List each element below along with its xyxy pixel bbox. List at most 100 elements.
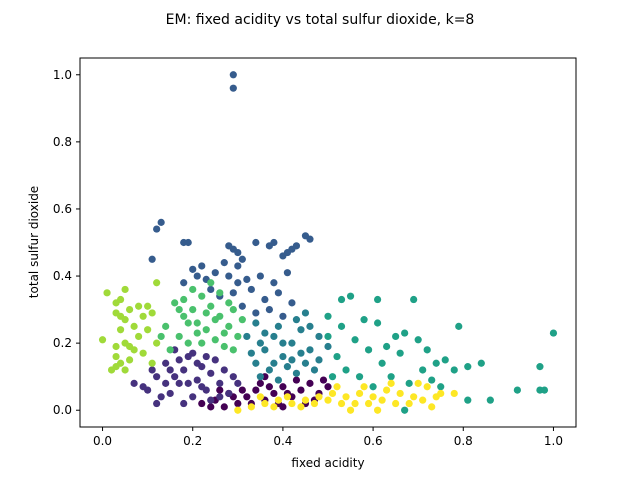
- cluster-6-point-23: [135, 332, 143, 341]
- cluster-4-point-0: [324, 312, 332, 320]
- cluster-7-point-31: [333, 383, 341, 391]
- cluster-2-point-20: [279, 252, 287, 260]
- cluster-7-point-20: [310, 399, 319, 408]
- cluster-4-point-22: [549, 329, 558, 337]
- cluster-2-point-9: [234, 248, 242, 257]
- cluster-4-point-11: [441, 356, 449, 364]
- cluster-7-point-1: [261, 399, 269, 408]
- cluster-7-point-15: [450, 389, 458, 398]
- cluster-3-point-7: [315, 332, 323, 341]
- cluster-3-point-17: [292, 316, 301, 324]
- cluster-7-point-5: [315, 393, 323, 401]
- cluster-1-point-12: [207, 369, 215, 377]
- cluster-3-point-9: [265, 366, 273, 374]
- cluster-1-point-22: [198, 383, 206, 391]
- cluster-1-point-3: [166, 389, 174, 398]
- cluster-1-point-21: [189, 349, 197, 357]
- cluster-6-point-4: [121, 285, 129, 294]
- cluster-3-point-28: [243, 332, 251, 341]
- cluster-0-point-14: [220, 403, 228, 411]
- cluster-0-point-27: [319, 376, 328, 384]
- cluster-1-point-15: [220, 366, 228, 374]
- cluster-6-point-25: [130, 346, 138, 354]
- cluster-0-point-10: [297, 386, 305, 394]
- cluster-4-point-5: [374, 319, 382, 327]
- cluster-3-point-14: [310, 366, 319, 374]
- cluster-3-point-22: [315, 356, 323, 364]
- x-tick-label: 0.2: [183, 434, 202, 448]
- cluster-7-point-18: [283, 393, 292, 401]
- cluster-2-point-43: [207, 285, 215, 294]
- cluster-5-point-5: [189, 305, 197, 314]
- cluster-7-point-3: [288, 399, 296, 408]
- cluster-7-point-36: [374, 406, 382, 414]
- cluster-6-series: [98, 279, 161, 374]
- cluster-5-point-20: [189, 285, 197, 294]
- cluster-5-point-6: [193, 319, 201, 327]
- cluster-2-point-34: [247, 285, 255, 294]
- cluster-3-point-13: [301, 359, 310, 367]
- cluster-6-point-12: [144, 302, 152, 310]
- cluster-6-point-21: [121, 366, 129, 374]
- cluster-0-point-15: [238, 386, 246, 394]
- cluster-4-point-27: [378, 359, 386, 367]
- cluster-2-point-23: [193, 272, 201, 280]
- cluster-2-point-1: [229, 84, 237, 92]
- cluster-1-point-30: [162, 379, 170, 387]
- cluster-4-point-12: [450, 366, 458, 374]
- cluster-3-point-15: [247, 349, 255, 357]
- cluster-5-point-19: [216, 289, 224, 297]
- cluster-2-point-29: [243, 275, 251, 283]
- cluster-2-point-44: [234, 262, 242, 270]
- x-axis: 0.0 0.2 0.4 0.6 0.8 1.0: [93, 427, 563, 448]
- cluster-7-point-32: [360, 383, 368, 391]
- cluster-0-point-3: [234, 399, 242, 408]
- cluster-4-point-36: [383, 342, 391, 351]
- cluster-3-point-23: [324, 342, 332, 351]
- cluster-1-point-2: [162, 359, 170, 367]
- cluster-4-point-33: [342, 366, 350, 374]
- cluster-4-point-30: [419, 366, 427, 374]
- y-axis-label: total sulfur dioxide: [27, 186, 41, 298]
- cluster-3-point-24: [306, 322, 314, 330]
- cluster-7-point-0: [247, 403, 255, 411]
- cluster-2-point-14: [270, 238, 278, 247]
- cluster-4-point-41: [328, 373, 337, 381]
- cluster-7-point-12: [410, 393, 418, 401]
- cluster-7-point-29: [432, 393, 440, 401]
- cluster-0-point-5: [252, 386, 260, 394]
- cluster-4-point-9: [423, 346, 431, 354]
- cluster-5-point-18: [207, 279, 215, 287]
- cluster-5-point-26: [225, 299, 233, 307]
- cluster-3-point-25: [256, 339, 264, 347]
- cluster-2-point-3: [157, 218, 165, 226]
- cluster-1-point-19: [166, 366, 174, 374]
- cluster-5-point-2: [175, 332, 183, 341]
- cluster-7-point-9: [369, 393, 377, 401]
- cluster-5-point-12: [220, 342, 228, 351]
- cluster-4-point-24: [410, 295, 418, 304]
- cluster-7-point-16: [256, 393, 264, 401]
- cluster-3-point-16: [274, 322, 282, 330]
- cluster-2-point-21: [189, 265, 197, 273]
- cluster-3-point-26: [288, 356, 296, 364]
- y-tick-label: 0.8: [53, 135, 72, 149]
- cluster-2-point-37: [288, 299, 296, 307]
- cluster-6-point-9: [130, 322, 138, 330]
- cluster-2-point-26: [211, 269, 219, 277]
- cluster-4-point-15: [477, 359, 485, 367]
- cluster-5-point-9: [207, 302, 215, 310]
- cluster-7-point-25: [378, 396, 386, 404]
- x-tick-label: 1.0: [544, 434, 563, 448]
- cluster-1-point-29: [216, 393, 224, 401]
- cluster-2-point-31: [270, 279, 278, 287]
- cluster-5-point-13: [225, 322, 233, 330]
- x-tick-label: 0.6: [364, 434, 383, 448]
- cluster-6-point-13: [148, 309, 156, 317]
- cluster-7-point-17: [270, 403, 278, 411]
- cluster-5-point-15: [234, 332, 242, 341]
- cluster-6-point-7: [121, 316, 129, 324]
- y-tick-label: 0.0: [53, 403, 72, 417]
- cluster-4-point-14: [464, 363, 472, 371]
